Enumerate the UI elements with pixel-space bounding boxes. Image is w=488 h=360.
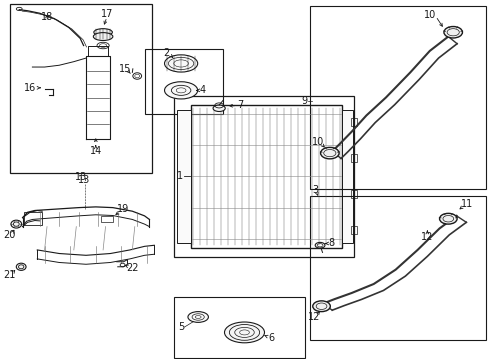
Text: 11: 11 [460,199,472,210]
Text: 15: 15 [119,64,131,74]
Bar [101,216,113,222]
Ellipse shape [443,27,462,38]
Text: 8: 8 [327,238,334,248]
Text: 2: 2 [163,48,169,58]
Ellipse shape [16,263,26,270]
Text: 17: 17 [101,9,113,19]
Bar [350,154,356,162]
Text: 3: 3 [311,185,318,195]
Text: 7: 7 [237,100,243,110]
Text: 12: 12 [307,312,320,322]
Bar [350,118,356,126]
Bar [173,96,353,257]
Text: 18: 18 [41,12,53,22]
Text: 10: 10 [423,10,435,20]
Text: 13: 13 [78,175,90,185]
Ellipse shape [224,322,264,343]
Ellipse shape [164,55,197,72]
Bar [10,4,152,173]
Text: 21: 21 [3,270,16,280]
Bar [350,190,356,198]
Text: 6: 6 [268,333,274,343]
Text: 20: 20 [3,230,16,240]
Text: 19: 19 [116,204,128,215]
Text: 4: 4 [200,85,206,95]
Bar [144,49,222,114]
Ellipse shape [320,147,338,159]
Text: 10: 10 [311,138,323,147]
Ellipse shape [94,29,112,36]
Bar [177,110,190,243]
Text: 16: 16 [24,83,36,93]
Ellipse shape [187,312,208,322]
Ellipse shape [312,301,330,312]
Text: 13: 13 [75,172,87,182]
Bar [173,297,305,357]
Ellipse shape [213,105,225,112]
Bar [24,212,42,225]
Ellipse shape [93,33,113,41]
Text: 14: 14 [89,145,102,156]
Text: 9: 9 [300,96,306,106]
Bar [341,110,352,243]
Text: 1: 1 [176,171,183,181]
Text: 5: 5 [178,322,184,332]
Bar [310,196,485,339]
Text: 12: 12 [420,232,433,242]
Ellipse shape [164,82,197,99]
Bar [350,226,356,234]
Bar [310,6,485,189]
Ellipse shape [11,220,21,228]
Bar [190,105,341,248]
Text: 22: 22 [126,263,138,273]
Ellipse shape [439,213,456,224]
